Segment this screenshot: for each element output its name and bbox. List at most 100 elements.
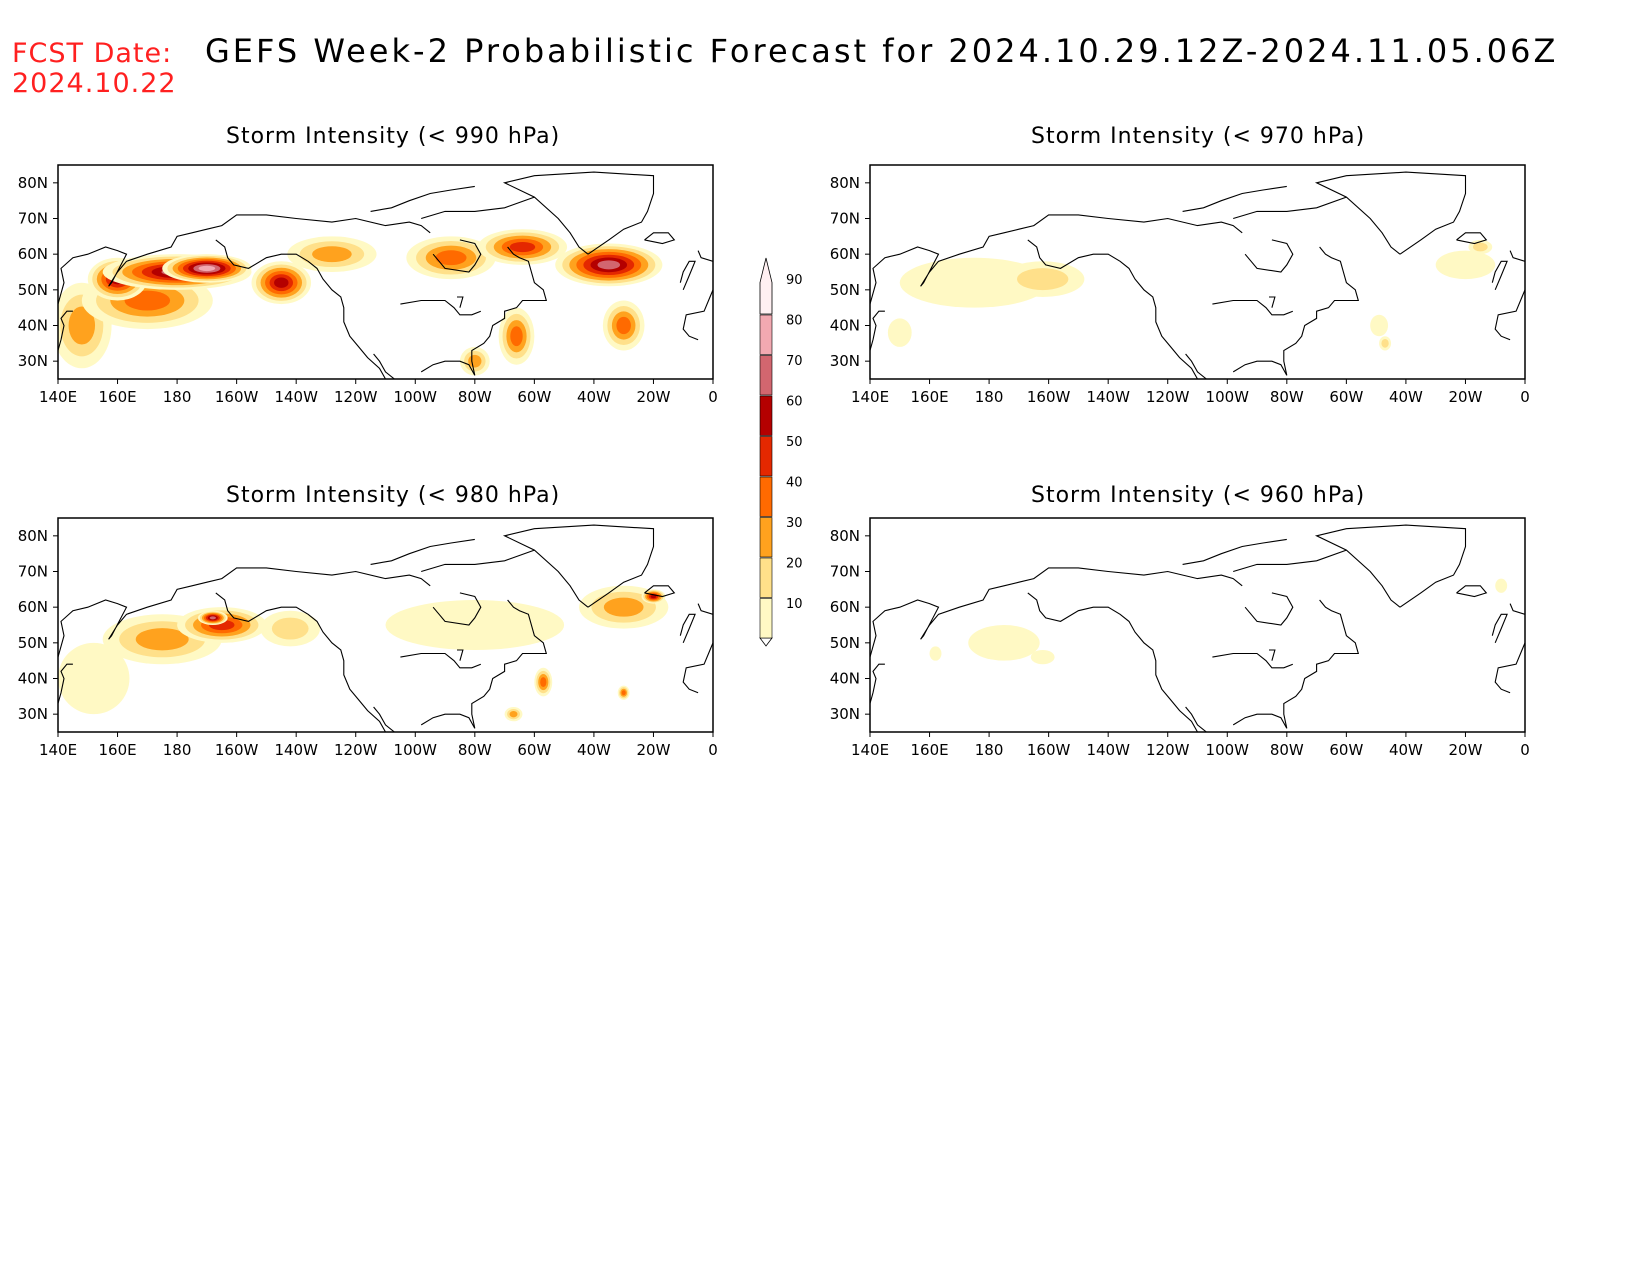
- coastline: [373, 353, 395, 379]
- lon-tick-label: 140W: [1086, 741, 1130, 759]
- panel-title-960: Storm Intensity (< 960 hPa): [1031, 483, 1366, 508]
- probability-area: [1030, 649, 1055, 665]
- probability-area: [616, 316, 631, 335]
- coastline: [1456, 232, 1488, 245]
- probability-area: [135, 628, 189, 651]
- probability-area: [650, 594, 657, 599]
- coastline: [697, 250, 713, 262]
- lat-tick-label: 70N: [830, 563, 860, 581]
- coastline: [1182, 185, 1287, 212]
- colorbar-label: 50: [786, 435, 803, 450]
- colorbar-label: 80: [786, 314, 803, 329]
- coastline: [1509, 603, 1525, 615]
- coastline: [421, 549, 535, 573]
- probability-area: [621, 690, 626, 696]
- lon-tick-label: 160E: [98, 388, 136, 406]
- coastline: [502, 171, 655, 255]
- coastline: [1491, 260, 1508, 291]
- lon-tick-label: 180: [163, 741, 192, 759]
- coastline: [1185, 353, 1207, 379]
- colorbar-legend: 10 20 30 40 50 60 70 80 90: [759, 257, 803, 647]
- coastline: [1456, 585, 1488, 598]
- coastline: [1027, 239, 1198, 379]
- coastline: [1244, 239, 1294, 273]
- lat-tick-label: 80N: [18, 174, 48, 192]
- lon-tick-label: 0: [1520, 388, 1530, 406]
- probability-area: [1370, 314, 1389, 337]
- lon-tick-label: 160E: [98, 741, 136, 759]
- colorbar-band: [759, 476, 773, 517]
- lon-tick-label: 0: [708, 388, 718, 406]
- lat-tick-label: 70N: [18, 563, 48, 581]
- coastline: [1027, 592, 1198, 732]
- lon-tick-label: 180: [975, 741, 1004, 759]
- lon-tick-label: 140E: [851, 741, 889, 759]
- lon-tick-label: 0: [1520, 741, 1530, 759]
- probability-area: [68, 306, 96, 345]
- lat-tick-label: 50N: [18, 281, 48, 299]
- lat-tick-label: 30N: [18, 352, 48, 370]
- colorbar-band: [759, 355, 773, 396]
- coastline: [400, 299, 482, 316]
- coastline: [58, 663, 73, 704]
- coastline: [58, 567, 431, 659]
- lon-tick-label: 80W: [458, 388, 492, 406]
- lon-tick-label: 160E: [910, 388, 948, 406]
- colorbar-band: [759, 436, 773, 477]
- probability-area: [509, 241, 536, 253]
- lon-tick-label: 40W: [1389, 741, 1423, 759]
- coastline: [1269, 296, 1276, 308]
- map-frame: [57, 517, 714, 733]
- coastline: [697, 603, 713, 615]
- probability-area: [198, 265, 216, 272]
- lon-tick-label: 40W: [1389, 388, 1423, 406]
- lon-tick-label: 100W: [1206, 741, 1250, 759]
- map-background: [870, 518, 1525, 732]
- colorbar-label: 70: [786, 354, 803, 369]
- lon-tick-label: 40W: [577, 388, 611, 406]
- probability-area: [435, 250, 467, 266]
- coastline: [1232, 599, 1360, 729]
- colorbar-band: [759, 257, 773, 315]
- map-frame: [57, 164, 714, 380]
- lon-tick-label: 160E: [910, 741, 948, 759]
- coastline: [870, 663, 885, 704]
- lat-tick-label: 30N: [18, 705, 48, 723]
- coastline: [644, 232, 676, 245]
- probability-area: [385, 600, 565, 650]
- colorbar-label: 10: [786, 597, 803, 612]
- coastline: [400, 652, 482, 669]
- probability-area: [509, 710, 518, 718]
- lon-tick-label: 140E: [39, 741, 77, 759]
- coastline: [58, 214, 431, 306]
- coastline: [1491, 613, 1508, 644]
- coastline: [421, 196, 535, 220]
- coastline: [644, 585, 676, 598]
- coastline: [1182, 538, 1287, 565]
- colorbar-label: 20: [786, 557, 803, 572]
- lon-tick-label: 120W: [1146, 388, 1190, 406]
- coastline: [370, 538, 475, 565]
- colorbar-band: [759, 314, 773, 355]
- probability-area: [887, 318, 912, 347]
- page-title: GEFS Week-2 Probabilistic Forecast for 2…: [205, 32, 1559, 70]
- probability-area: [597, 260, 621, 270]
- colorbar-label: 60: [786, 395, 803, 410]
- probability-area: [271, 617, 309, 640]
- fcst-date-label: FCST Date:: [12, 38, 173, 69]
- map-panel-980: 140E 160E 180 160W 140W 120W 100W 80W 60W 40W 20W 0…: [18, 517, 718, 759]
- coastline: [682, 289, 713, 341]
- coastline: [58, 310, 73, 351]
- lon-tick-label: 60W: [1329, 741, 1363, 759]
- lat-tick-label: 40N: [830, 670, 860, 688]
- coastline: [215, 239, 386, 379]
- lon-tick-label: 140W: [274, 741, 318, 759]
- lon-tick-label: 80W: [1270, 388, 1304, 406]
- colorbar-label: 40: [786, 476, 803, 491]
- probability-area: [1381, 338, 1389, 348]
- map-frame: [869, 517, 1526, 733]
- lon-tick-label: 120W: [1146, 741, 1190, 759]
- probability-area: [1435, 250, 1496, 280]
- lat-tick-label: 30N: [830, 352, 860, 370]
- probability-area: [510, 326, 523, 347]
